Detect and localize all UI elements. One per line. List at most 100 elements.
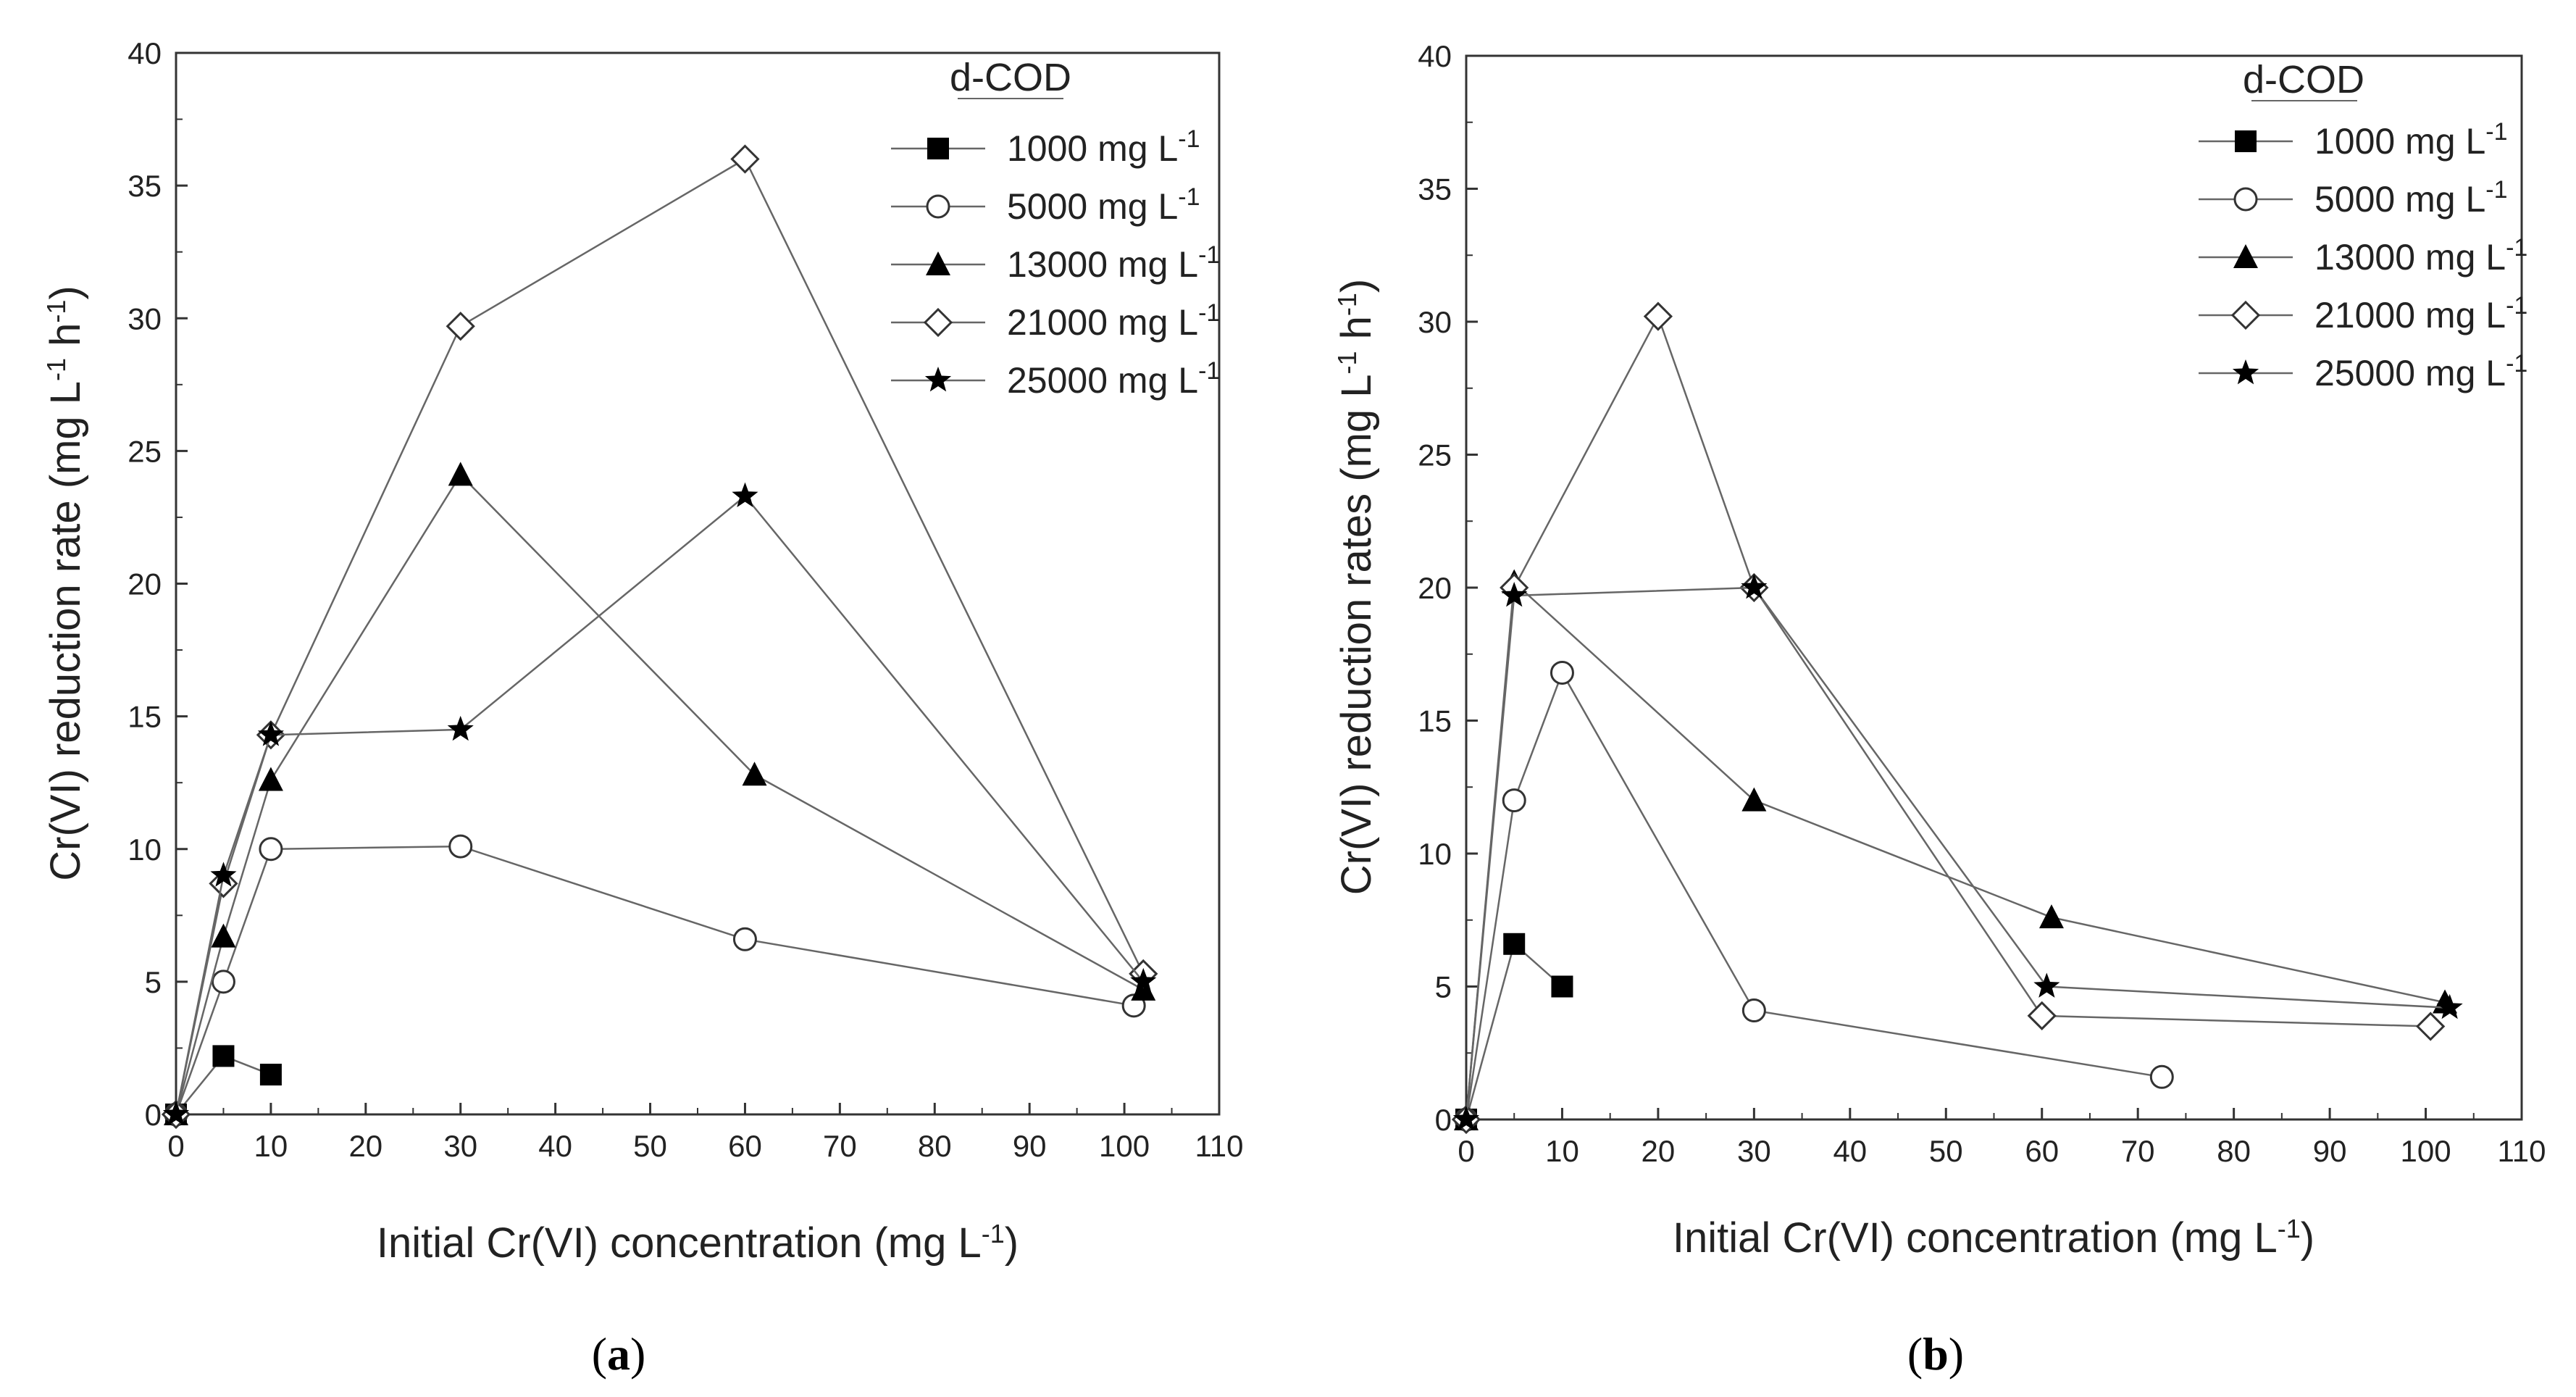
x-tick-label: 0: [1458, 1134, 1474, 1168]
x-tick-label: 30: [443, 1129, 477, 1163]
series-line: [1465, 580, 2446, 1120]
legend-b: d-COD 1000 mg L-1 5000 mg L-1 13000 mg L-1…: [2199, 58, 2527, 393]
x-tick-label: 20: [348, 1129, 382, 1163]
data-point: [730, 144, 760, 174]
x-tick-label: 0: [167, 1129, 184, 1163]
series-line: [1465, 670, 2162, 1120]
data-point: [162, 1101, 190, 1126]
data-point: [1501, 582, 1528, 607]
x-tick-label: 100: [2401, 1134, 2451, 1168]
x-tick-label: 10: [254, 1129, 288, 1163]
legend-title-b: d-COD: [2243, 58, 2364, 101]
data-point: [732, 927, 757, 951]
data-point: [2033, 972, 2060, 998]
x-axis-title-b: Initial Cr(VI) concentration (mg L-1): [1673, 1214, 2314, 1262]
data-point: [1452, 1106, 1480, 1131]
x-tick-label: 70: [823, 1129, 857, 1163]
legend-marker: [2233, 244, 2258, 268]
data-point: [1503, 933, 1526, 955]
series-group-b: [1451, 301, 2463, 1135]
axis-ticks-b: 0 10 20 30 40 50 60 70 80 90 100 110 0 5 10 15 20 25 30 35 4…: [1418, 39, 2546, 1168]
data-point: [2038, 904, 2064, 929]
legend-label: 1000 mg L-1: [1007, 125, 1200, 169]
y-tick-label: 5: [1435, 970, 1452, 1004]
legend-label: 5000 mg L-1: [2314, 176, 2508, 220]
y-tick-label: 0: [145, 1098, 162, 1132]
x-axis-title-a: Initial Cr(VI) concentration (mg L-1): [377, 1219, 1019, 1267]
series-line: [175, 845, 1134, 1115]
x-tick-label: 40: [538, 1129, 572, 1163]
data-point: [211, 969, 235, 994]
legend-label: 21000 mg L-1: [1007, 299, 1220, 343]
x-tick-label: 60: [2025, 1134, 2059, 1168]
legend-a: d-COD 1000 mg L-1 5000 mg L-1 13000 mg L-1…: [891, 56, 1220, 401]
data-point: [1550, 660, 1574, 685]
data-point: [1130, 967, 1157, 993]
y-tick-label: 10: [1418, 837, 1452, 871]
x-tick-label: 80: [2217, 1134, 2251, 1168]
data-point: [259, 1064, 282, 1086]
y-tick-label: 0: [1435, 1103, 1452, 1137]
legend-label: 21000 mg L-1: [2314, 292, 2527, 335]
x-tick-label: 40: [1833, 1134, 1867, 1168]
data-point: [209, 869, 238, 898]
y-tick-label: 15: [1418, 704, 1452, 738]
chart-panel-b: 0 10 20 30 40 50 60 70 80 90 100 110 0 5 10 15 20 25 30 35 4…: [1332, 39, 2546, 1380]
y-tick-label: 30: [1418, 305, 1452, 339]
chart-panel-a: 0 10 20 30 40 50 60 70 80 90 100 110 0 5 10 15 20 25 30 35 4…: [41, 36, 1244, 1380]
data-point: [211, 923, 236, 948]
y-tick-label: 5: [145, 965, 162, 999]
y-tick-label: 10: [127, 833, 162, 867]
data-point: [259, 837, 283, 862]
y-tick-label: 40: [1418, 39, 1452, 73]
legend-marker: [2232, 359, 2259, 385]
y-tick-label: 40: [127, 36, 162, 70]
data-point: [1131, 976, 1156, 1001]
x-tick-label: 50: [1929, 1134, 1963, 1168]
legend-label: 25000 mg L-1: [2314, 350, 2527, 393]
legend-marker: [2230, 300, 2261, 330]
legend-marker: [2233, 187, 2258, 212]
data-point: [210, 862, 237, 887]
x-tick-label: 100: [1099, 1129, 1150, 1163]
data-point: [1741, 574, 1768, 599]
panel-caption-a: (a): [592, 1328, 646, 1380]
series-line: [1465, 586, 2450, 1120]
x-tick-label: 70: [2121, 1134, 2155, 1168]
data-point: [1741, 998, 1766, 1023]
data-point: [258, 767, 283, 791]
y-tick-label: 30: [127, 301, 162, 335]
data-point: [1741, 787, 1767, 812]
legend-title-a: d-COD: [950, 56, 1071, 99]
data-point: [1643, 301, 1673, 331]
y-axis-title-b: Cr(VI) reduction rates (mg L-1 h-1): [1332, 279, 1381, 896]
series-line: [175, 494, 1145, 1115]
x-tick-label: 90: [2313, 1134, 2347, 1168]
y-tick-label: 35: [1418, 172, 1452, 207]
data-point: [448, 462, 473, 486]
data-point: [257, 721, 284, 746]
x-tick-label: 30: [1737, 1134, 1771, 1168]
data-point: [732, 482, 758, 507]
x-tick-label: 110: [1195, 1129, 1244, 1163]
x-tick-label: 20: [1642, 1134, 1676, 1168]
series-group-a: [161, 144, 1158, 1130]
x-tick-label: 10: [1545, 1134, 1579, 1168]
data-point: [1551, 975, 1573, 998]
data-point: [212, 1045, 235, 1067]
legend-marker: [926, 194, 950, 219]
x-tick-label: 50: [633, 1129, 667, 1163]
data-point: [447, 715, 474, 741]
legend-label: 5000 mg L-1: [1007, 183, 1200, 227]
y-tick-label: 20: [1418, 571, 1452, 605]
legend-marker: [926, 251, 950, 275]
x-tick-label: 110: [2498, 1134, 2546, 1168]
legend-marker: [927, 138, 949, 159]
x-tick-label: 80: [918, 1129, 952, 1163]
legend-label: 25000 mg L-1: [1007, 357, 1220, 401]
y-tick-label: 20: [127, 567, 162, 601]
data-point: [2436, 993, 2463, 1019]
series-line: [175, 473, 1144, 1115]
data-point: [742, 762, 767, 786]
